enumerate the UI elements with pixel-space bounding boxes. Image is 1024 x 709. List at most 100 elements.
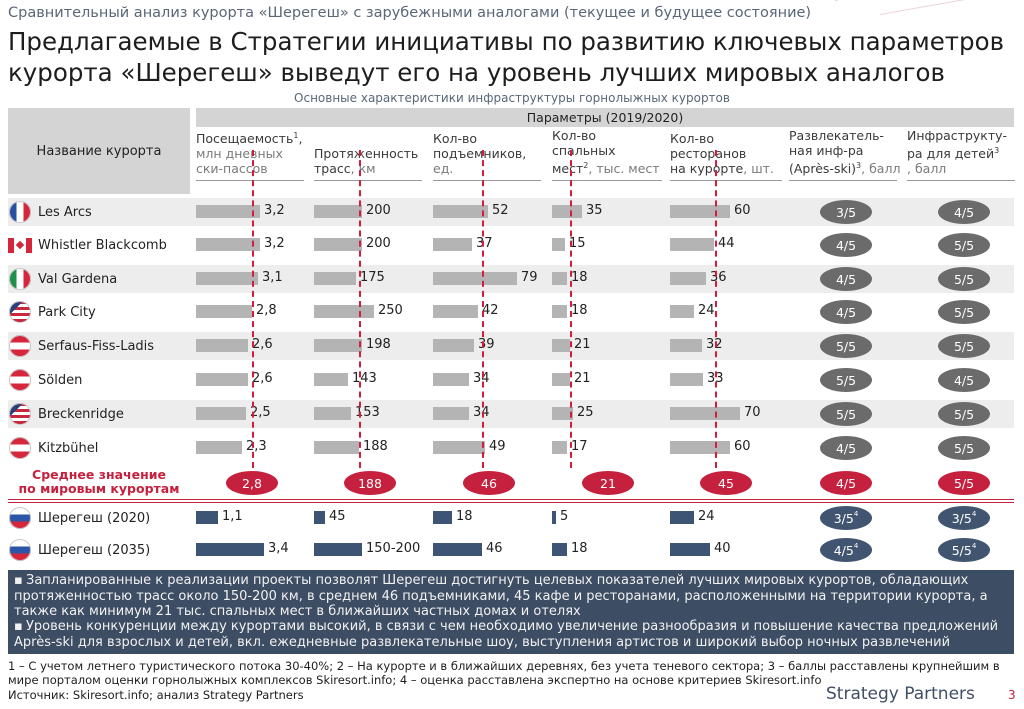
bar-value-label: 32: [706, 337, 723, 352]
resort-name-cell: Whistler Blackcomb: [8, 231, 190, 259]
average-badge: 188: [344, 471, 396, 495]
average-reference-line: [482, 150, 484, 468]
bar: [552, 441, 567, 454]
bar: [552, 373, 570, 386]
bar-value-label: 2,5: [250, 405, 271, 420]
resort-name: Sölden: [38, 372, 83, 388]
score-badge: 5/5: [938, 402, 990, 426]
score-badge: 5/5: [820, 334, 872, 358]
column-header-text: подъемников,: [433, 146, 527, 161]
column-header-unit: , шт.: [743, 161, 774, 176]
key-notes: ▪ Запланированные к реализации проекты по…: [8, 570, 1014, 654]
score-value: 5/5: [835, 338, 857, 354]
resort-name: Serfaus-Fiss-Ladis: [38, 338, 155, 354]
column-header-text: (Après-ski): [789, 161, 857, 176]
bar-value-label: 2,6: [252, 371, 273, 386]
footnote: 1 – С учетом летнего туристического пото…: [8, 659, 1000, 687]
score-value: 4/5: [953, 372, 975, 388]
score-badge: 4/5: [938, 368, 990, 392]
score-value: 3/5: [951, 510, 972, 526]
resort-name: Park City: [38, 304, 96, 320]
bar: [552, 238, 565, 251]
bar-value-label: 3,1: [262, 270, 283, 285]
score-value: 5/5: [951, 542, 972, 558]
bar-value-label: 40: [714, 541, 731, 556]
bar-value-label: 79: [521, 270, 538, 285]
column-header-unit: , балл: [861, 161, 901, 176]
score-badge: 3/5 4: [820, 506, 872, 530]
slide-subtitle: Сравнительный анализ курорта «Шерегеш» с…: [8, 5, 812, 21]
table-caption: Основные характеристики инфраструктуры г…: [294, 91, 730, 105]
score-value: 5/5: [953, 304, 975, 320]
bar-value-label: 21: [574, 371, 591, 386]
bullet-icon: ▪: [14, 619, 23, 634]
average-badge: 46: [463, 471, 515, 495]
resort-name: Kitzbühel: [38, 440, 99, 456]
bar: [314, 305, 374, 318]
column-header-text: ра для детей: [907, 146, 995, 161]
column-header-unit: , балл: [907, 161, 947, 176]
column-header-text: Посещаемость: [196, 131, 294, 146]
bar-value-label: 60: [734, 439, 751, 454]
bar: [670, 272, 706, 285]
score-value: 5/5: [953, 475, 975, 491]
average-reference-line: [252, 150, 254, 468]
score-badge: 5/5: [938, 267, 990, 291]
score-value: 5/5: [953, 338, 975, 354]
bar-value-label: 52: [492, 203, 509, 218]
score-badge: 5/5: [938, 233, 990, 257]
page-number: 3: [1008, 688, 1016, 702]
bar: [433, 238, 472, 251]
bar: [552, 511, 556, 524]
resort-name-cell: Kitzbühel: [8, 434, 190, 462]
score-badge: 5/5: [938, 471, 990, 495]
score-badge: 5/5: [820, 402, 872, 426]
bar-value-label: 44: [718, 236, 735, 251]
bar: [552, 339, 570, 352]
decorative-line: [835, 0, 1024, 1]
column-header-text: Кол-во: [433, 131, 478, 146]
average-reference-line: [715, 150, 717, 468]
average-badge: 21: [582, 471, 634, 495]
average-label: Среднее значение по мировым курортам: [8, 468, 190, 496]
bar-value-label: 200: [366, 236, 391, 251]
average-label-line: по мировым курортам: [18, 481, 180, 496]
bar: [670, 407, 740, 420]
source-note: Источник: Skiresort.info; анализ Strateg…: [8, 688, 304, 702]
bar-value-label: 18: [571, 270, 588, 285]
resort-name-cell: Serfaus-Fiss-Ladis: [8, 332, 190, 360]
column-header-unit: ед.: [433, 161, 454, 176]
bar: [433, 441, 485, 454]
score-value: 5/5: [953, 440, 975, 456]
bar-value-label: 153: [355, 405, 380, 420]
score-badge: 5/5 4: [938, 538, 990, 562]
bar: [433, 373, 469, 386]
footnote-mark: 3: [856, 160, 862, 170]
average-divider: [8, 499, 1014, 500]
score-badge: 4/5: [820, 436, 872, 460]
austria-flag-icon: [9, 335, 31, 357]
bar-value-label: 2,8: [256, 303, 277, 318]
score-value: 4/5: [835, 304, 857, 320]
column-header-unit: ски-пассов: [196, 161, 268, 176]
bar: [196, 339, 248, 352]
slide-title-line: Предлагаемые в Стратегии инициативы по р…: [8, 27, 1005, 56]
bar-value-label: 2,3: [246, 439, 267, 454]
bar: [670, 373, 703, 386]
column-header-unit: , км: [350, 161, 376, 176]
bar: [433, 543, 482, 556]
column-header-apres: Развлекатель- ная инф-ра (Après-ski)3, б…: [789, 128, 901, 181]
score-badge: 5/5: [938, 334, 990, 358]
footnote-mark: 4: [971, 542, 977, 550]
bar-value-label: 24: [698, 509, 715, 524]
bar-value-label: 3,2: [264, 203, 285, 218]
score-value: 3/5: [833, 510, 854, 526]
score-value: 4/5: [835, 440, 857, 456]
bar: [314, 373, 348, 386]
bar: [433, 272, 517, 285]
score-value: 5/5: [953, 237, 975, 253]
average-reference-line: [570, 150, 572, 468]
score-value: 4/5: [835, 237, 857, 253]
bar: [196, 272, 258, 285]
bar: [196, 407, 246, 420]
